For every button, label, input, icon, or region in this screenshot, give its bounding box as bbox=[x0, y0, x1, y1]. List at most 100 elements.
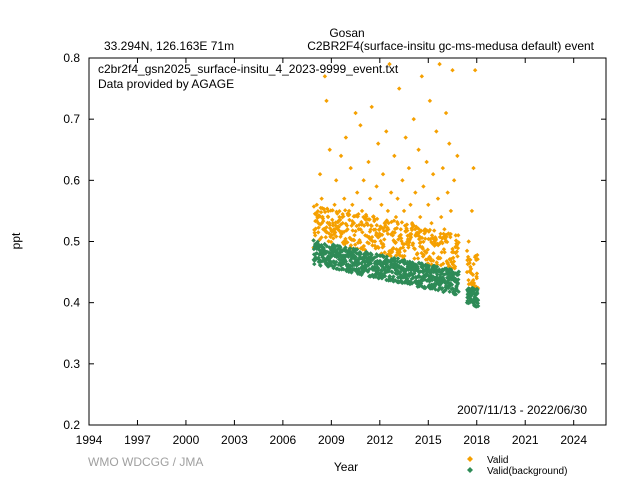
valid-point bbox=[420, 246, 425, 251]
valid-point bbox=[409, 231, 414, 237]
valid-point bbox=[329, 233, 334, 238]
valid-point bbox=[388, 190, 394, 195]
x-tick-label: 2006 bbox=[270, 433, 297, 447]
background-point bbox=[449, 282, 455, 287]
x-tick-label: 2018 bbox=[463, 433, 490, 447]
valid-point bbox=[332, 202, 337, 207]
valid-point bbox=[442, 227, 447, 232]
valid-point bbox=[475, 256, 480, 262]
valid-point bbox=[452, 264, 458, 269]
valid-point bbox=[341, 214, 346, 219]
valid-point bbox=[395, 196, 400, 201]
valid-point bbox=[330, 220, 336, 226]
valid-point bbox=[447, 263, 452, 269]
valid-point bbox=[324, 225, 329, 230]
valid-point bbox=[363, 233, 368, 238]
valid-point bbox=[445, 190, 450, 195]
x-axis: 1994 1997 2000 2003 2006 2009 2012 2015 2018 2021… bbox=[76, 58, 587, 447]
valid-point bbox=[311, 204, 317, 209]
valid-point bbox=[369, 104, 374, 110]
valid-point bbox=[373, 232, 379, 238]
valid-point bbox=[356, 227, 362, 232]
valid-point bbox=[405, 239, 410, 244]
valid-point bbox=[330, 208, 335, 213]
valid-point bbox=[332, 230, 338, 235]
valid-point bbox=[429, 220, 434, 226]
background-point bbox=[391, 274, 396, 279]
valid-point bbox=[435, 196, 441, 201]
valid-point bbox=[322, 209, 328, 215]
valid-point bbox=[361, 178, 366, 183]
valid-point bbox=[382, 237, 387, 242]
valid-point bbox=[314, 202, 320, 207]
valid-point bbox=[430, 258, 436, 263]
valid-point bbox=[448, 231, 453, 237]
valid-point bbox=[443, 110, 449, 116]
background-point bbox=[343, 259, 349, 264]
valid-point bbox=[393, 240, 398, 245]
valid-point bbox=[429, 239, 434, 245]
valid-point bbox=[333, 234, 339, 239]
valid-point bbox=[438, 255, 443, 261]
y-tick-label: 0.5 bbox=[63, 235, 80, 249]
valid-point bbox=[405, 233, 410, 238]
valid-point bbox=[430, 172, 436, 177]
valid-point bbox=[464, 269, 470, 275]
x-tick-label: 2012 bbox=[366, 433, 393, 447]
valid-point bbox=[425, 247, 430, 252]
valid-point bbox=[358, 240, 363, 245]
valid-point bbox=[345, 227, 350, 232]
valid-point bbox=[342, 208, 348, 213]
valid-point bbox=[471, 280, 477, 286]
background-point bbox=[455, 280, 461, 286]
valid-point bbox=[361, 223, 367, 228]
background-point bbox=[435, 272, 440, 277]
valid-point bbox=[424, 159, 429, 165]
valid-point bbox=[427, 98, 433, 104]
valid-point bbox=[353, 242, 358, 247]
valid-point bbox=[398, 232, 404, 238]
x-tick-label: 2015 bbox=[415, 433, 442, 447]
valid-point bbox=[475, 252, 480, 258]
valid-point bbox=[361, 243, 367, 249]
background-point bbox=[426, 263, 432, 269]
valid-point bbox=[412, 227, 418, 232]
valid-point bbox=[422, 231, 427, 236]
chart-subtitle-location: 33.294N, 126.163E 71m bbox=[104, 39, 234, 53]
x-tick-label: 2009 bbox=[318, 433, 345, 447]
y-tick-label: 0.6 bbox=[63, 173, 80, 187]
chart-title: Gosan bbox=[329, 26, 364, 40]
valid-point bbox=[356, 211, 361, 217]
y-axis-label: ppt bbox=[9, 232, 23, 249]
x-tick-label: 2000 bbox=[173, 433, 200, 447]
background-point bbox=[319, 244, 324, 249]
valid-point bbox=[354, 190, 360, 195]
valid-point bbox=[422, 227, 428, 232]
y-tick-label: 0.3 bbox=[63, 357, 80, 371]
valid-point bbox=[415, 256, 421, 261]
y-tick-label: 0.2 bbox=[63, 418, 80, 432]
valid-point bbox=[397, 249, 402, 255]
valid-point bbox=[326, 239, 331, 244]
legend: Valid Valid(background) bbox=[467, 455, 567, 477]
valid-point bbox=[451, 259, 457, 264]
credit-label: WMO WDCGG / JMA bbox=[88, 455, 203, 469]
valid-point bbox=[330, 217, 335, 223]
valid-point bbox=[403, 135, 408, 140]
valid-point bbox=[415, 251, 420, 256]
background-point bbox=[456, 277, 461, 282]
valid-point bbox=[342, 196, 347, 201]
background-point bbox=[381, 254, 387, 259]
valid-point bbox=[426, 202, 431, 207]
date-range-label: 2007/11/13 - 2022/06/30 bbox=[457, 403, 587, 417]
valid-point bbox=[321, 227, 326, 232]
valid-point bbox=[405, 228, 410, 233]
background-point bbox=[456, 272, 461, 277]
valid-point bbox=[366, 159, 371, 165]
valid-point bbox=[374, 184, 379, 189]
valid-point bbox=[416, 147, 421, 152]
y-axis: 0.2 0.3 0.4 0.5 0.6 0.7 0.8 bbox=[63, 51, 606, 432]
valid-point bbox=[321, 218, 326, 224]
valid-point bbox=[400, 245, 406, 250]
